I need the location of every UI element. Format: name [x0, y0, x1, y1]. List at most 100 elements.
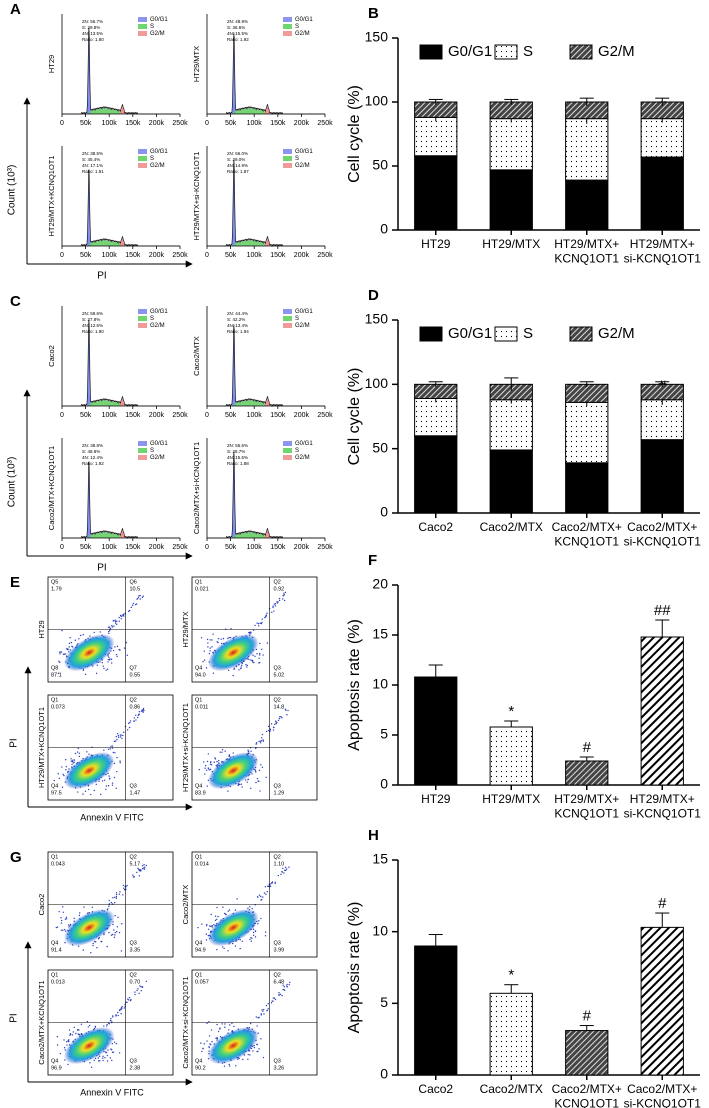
cell-dot [201, 1050, 203, 1053]
cell-dot [254, 747, 257, 750]
cell-dot [110, 1017, 112, 1020]
cell-dot [214, 919, 217, 922]
legend-label: G2/M [150, 455, 165, 461]
cell-dot [115, 892, 118, 894]
cell-dot [249, 659, 251, 661]
plot-x-tick-label: 50k [225, 120, 237, 127]
cell-dot [114, 934, 116, 936]
cell-dot [288, 866, 290, 868]
cell-dot [109, 658, 111, 660]
stat-text: Ratio: 1.92 [227, 37, 249, 42]
cell-dot [264, 935, 267, 937]
quadrant-value: 6.48 [274, 979, 285, 985]
cell-dot [217, 1030, 220, 1033]
cell-dot [234, 909, 237, 911]
cell-dot [56, 1036, 59, 1038]
legend-label: G0/G1 [295, 309, 313, 315]
legend-label: G2/M [598, 325, 635, 342]
quadrant-value: 5.17 [130, 861, 141, 867]
cell-dot [238, 669, 240, 671]
quadrant-value: 2.38 [130, 1065, 141, 1071]
legend-label: G2/M [150, 31, 165, 37]
quadrant-name: Q1 [195, 697, 202, 703]
cell-dot [96, 947, 98, 949]
quadrant-value: 94.0 [195, 672, 206, 678]
histogram-outline [207, 451, 325, 539]
stat-text: S: 36.6% [227, 25, 245, 30]
cell-dot [227, 910, 229, 912]
cell-dot [237, 784, 239, 787]
cell-dot [216, 760, 218, 763]
cell-dot [138, 992, 140, 995]
cell-dot [272, 997, 275, 999]
cell-dot [117, 1011, 119, 1014]
plot-x-tick-label: 200k [149, 412, 165, 419]
cell-dot [215, 1037, 217, 1040]
cell-dot [60, 916, 62, 919]
sample-label: HT29/MTX [181, 611, 190, 647]
cell-dot [265, 893, 267, 896]
plot-x-tick-label: 200k [149, 120, 165, 127]
quadrant-name: Q1 [51, 854, 58, 860]
cell-dot [114, 740, 117, 742]
cell-dot [111, 1051, 114, 1053]
cell-dot [84, 673, 87, 676]
cell-dot [274, 882, 276, 885]
bar-segment [565, 401, 609, 464]
cell-dot [219, 1028, 221, 1030]
cell-dot [115, 893, 118, 896]
cell-dot [105, 785, 108, 787]
sample-label: Caco2/MTX+si-KCNQ1OT1 [181, 976, 190, 1068]
cell-dot [68, 642, 71, 645]
stat-text: 2N: 59.6% [82, 311, 103, 316]
legend-label: G2/M [150, 323, 165, 329]
cell-dot [246, 666, 248, 668]
cell-dot [232, 752, 234, 754]
cell-dot [113, 625, 115, 627]
cell-dot [63, 1039, 65, 1041]
cell-dot [270, 723, 273, 725]
legend-label: S [295, 156, 299, 162]
cell-dot [61, 786, 64, 789]
stat-text: Ratio: 1.87 [227, 169, 249, 174]
cell-dot [60, 919, 63, 922]
legend-label: G2/M [295, 455, 310, 461]
plot-x-tick-label: 200k [294, 544, 310, 551]
cell-dot [118, 931, 121, 934]
quadrant-name: Q5 [51, 579, 58, 585]
cell-dot [224, 1026, 226, 1028]
cell-dot [252, 934, 255, 937]
y-axis-label: Apoptosis rate (%) [346, 619, 363, 751]
label-line: Caco2/MTX+ [552, 520, 622, 534]
cell-dot [251, 660, 254, 662]
bar [565, 1030, 609, 1076]
legend-label: G2/M [295, 323, 310, 329]
bar [489, 726, 533, 786]
plot-x-tick-label: 0 [205, 544, 209, 551]
cell-dot [201, 923, 203, 925]
cell-dot [133, 717, 136, 719]
plot-x-tick-label: 0 [60, 120, 64, 127]
legend-swatch [138, 316, 147, 321]
legend-swatch [283, 24, 292, 29]
g2m-peak [261, 106, 275, 114]
quadrant-name: Q3 [130, 1058, 137, 1064]
cell-dot [247, 778, 249, 781]
y-tick-label: 10 [372, 676, 388, 692]
cell-dot [228, 1063, 230, 1066]
cell-dot [233, 668, 235, 670]
g0g1-peak [228, 453, 241, 538]
cell-dot [228, 1065, 231, 1067]
cell-dot [102, 665, 104, 667]
sample-label: HT29/MTX+si-KCNQ1OT1 [192, 152, 201, 241]
x-tick-label: Caco2/MTX [480, 1082, 543, 1096]
s-phase [87, 400, 123, 406]
cell-dot [281, 717, 283, 719]
cell-dot [122, 884, 125, 887]
cell-dot [216, 1038, 219, 1040]
y-axis-label: PI [9, 1013, 20, 1022]
cell-dot [286, 714, 288, 716]
cell-dot [62, 911, 64, 913]
cell-dot [138, 713, 140, 715]
panel-letter: G [10, 849, 22, 866]
